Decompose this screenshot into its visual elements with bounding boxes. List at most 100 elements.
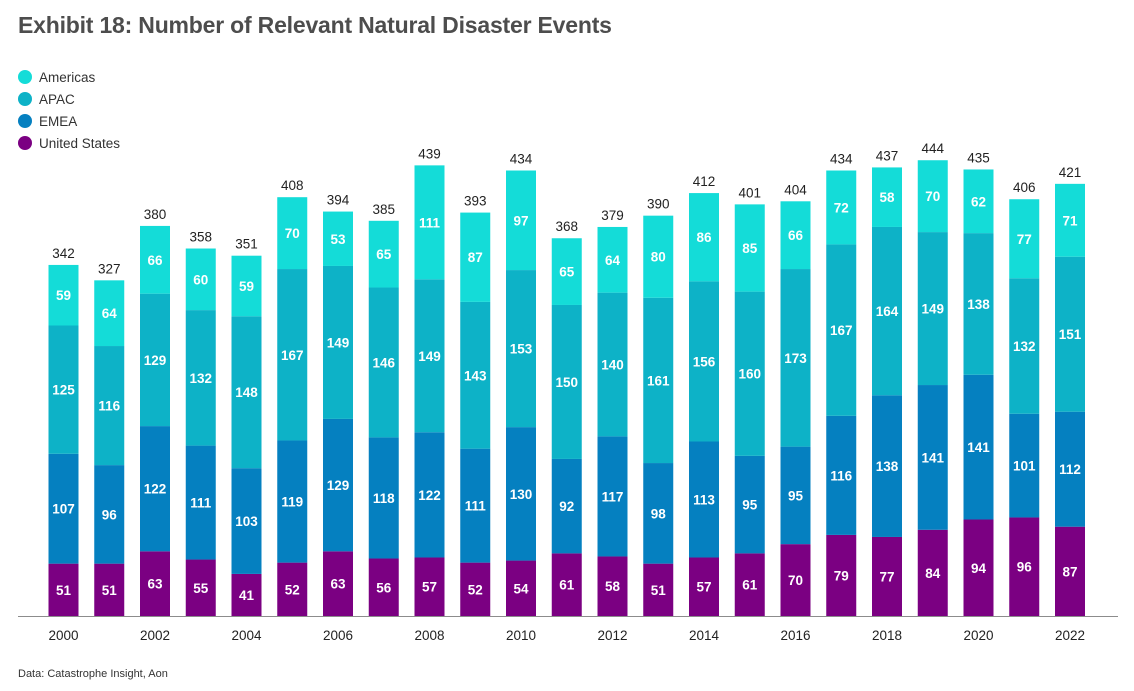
x-tick-label-2022: 2022 (1055, 628, 1085, 643)
data-label-emea-2013: 98 (651, 506, 667, 521)
data-label-americas-2014: 86 (696, 230, 712, 245)
bar-americas-2022 (1055, 183, 1085, 257)
bar-united-states-2020 (963, 519, 994, 616)
bar-united-states-2005 (277, 562, 308, 616)
bar-emea-2010 (506, 427, 536, 561)
bar-emea-2013 (643, 463, 674, 564)
data-label-united-states-2011: 61 (559, 578, 575, 593)
data-label-emea-2021: 101 (1013, 459, 1036, 474)
total-label-2013: 390 (647, 197, 670, 212)
bar-emea-2022 (1055, 411, 1085, 527)
data-label-americas-2022: 71 (1062, 213, 1078, 228)
data-label-apac-2016: 173 (784, 351, 807, 366)
bar-emea-2006 (323, 418, 353, 552)
legend-swatch-emea (18, 114, 32, 128)
bar-apac-2022 (1055, 256, 1085, 412)
data-label-emea-2004: 103 (235, 514, 258, 529)
data-label-americas-2000: 59 (56, 288, 71, 303)
bar-united-states-2009 (460, 562, 491, 616)
bar-emea-2001 (94, 465, 125, 564)
bar-united-states-2022 (1055, 526, 1085, 616)
legend-item-apac: APAC (18, 88, 120, 110)
bar-americas-2008 (414, 165, 445, 280)
data-label-emea-2006: 129 (327, 478, 350, 493)
data-label-united-states-2014: 57 (696, 580, 711, 595)
data-label-emea-2015: 95 (742, 498, 758, 513)
x-tick-label-2002: 2002 (140, 628, 170, 643)
data-label-united-states-2021: 96 (1017, 560, 1033, 575)
bar-apac-2013 (643, 297, 674, 464)
data-label-emea-2019: 141 (921, 450, 944, 465)
bar-americas-2007 (368, 220, 399, 288)
bar-emea-2008 (414, 432, 445, 558)
data-label-americas-2011: 65 (559, 265, 575, 280)
bar-americas-2000 (48, 264, 79, 326)
bar-apac-2019 (917, 232, 948, 386)
bar-americas-2019 (917, 160, 948, 233)
bar-apac-2020 (963, 233, 994, 375)
bar-emea-2007 (368, 437, 399, 559)
bar-apac-2016 (780, 269, 811, 447)
bar-apac-2017 (826, 244, 857, 416)
bar-apac-2011 (551, 304, 582, 459)
data-label-americas-2006: 53 (330, 232, 346, 247)
data-label-americas-2002: 66 (147, 253, 163, 268)
total-label-2008: 439 (418, 146, 441, 161)
bar-emea-2011 (551, 458, 582, 554)
data-label-united-states-2009: 52 (468, 582, 483, 597)
bar-emea-2019 (917, 385, 948, 530)
total-label-2001: 327 (98, 261, 121, 276)
data-label-americas-2005: 70 (285, 226, 300, 241)
total-label-2004: 351 (235, 237, 258, 252)
bar-americas-2018 (872, 167, 902, 227)
data-label-apac-2020: 138 (967, 297, 990, 312)
data-label-united-states-2018: 77 (879, 569, 894, 584)
data-label-emea-2022: 112 (1059, 462, 1081, 477)
bar-united-states-2001 (94, 563, 125, 616)
bar-americas-2006 (323, 211, 353, 266)
data-label-americas-2010: 97 (513, 213, 528, 228)
page-title: Exhibit 18: Number of Relevant Natural D… (18, 12, 612, 38)
data-label-apac-2006: 149 (327, 335, 350, 350)
total-label-2015: 401 (738, 185, 761, 200)
data-label-emea-2020: 141 (967, 440, 990, 455)
data-label-apac-2013: 161 (647, 373, 670, 388)
data-label-americas-2018: 58 (879, 190, 895, 205)
data-label-united-states-2020: 94 (971, 561, 987, 576)
data-label-united-states-2013: 51 (651, 583, 667, 598)
bar-apac-2014 (689, 281, 719, 442)
bar-united-states-2000 (48, 563, 79, 616)
bar-americas-2009 (460, 212, 491, 302)
bar-apac-2009 (460, 301, 491, 449)
bar-apac-2007 (368, 287, 399, 438)
total-label-2014: 412 (693, 174, 716, 189)
bar-americas-2015 (734, 204, 765, 292)
bar-united-states-2006 (323, 551, 353, 616)
data-label-americas-2020: 62 (971, 194, 986, 209)
data-label-apac-2010: 153 (510, 342, 533, 357)
data-label-americas-2012: 64 (605, 253, 621, 268)
data-label-united-states-2004: 41 (239, 588, 255, 603)
bar-united-states-2004 (231, 573, 262, 616)
bar-apac-2012 (597, 292, 628, 437)
bar-apac-2006 (323, 265, 353, 419)
total-label-2020: 435 (967, 150, 990, 165)
bar-united-states-2019 (917, 529, 948, 616)
source-note: Data: Catastrophe Insight, Aon (18, 668, 168, 680)
total-label-2010: 434 (510, 151, 533, 166)
total-label-2012: 379 (601, 208, 624, 223)
bar-united-states-2002 (140, 551, 170, 616)
bar-emea-2002 (140, 426, 170, 552)
legend-label-united-states: United States (39, 135, 121, 151)
bar-united-states-2007 (368, 558, 399, 616)
x-tick-label-2020: 2020 (963, 628, 993, 643)
total-label-2021: 406 (1013, 180, 1036, 195)
bar-americas-2017 (826, 170, 857, 245)
data-label-apac-2012: 140 (601, 358, 624, 373)
data-label-americas-2013: 80 (651, 250, 666, 265)
data-label-united-states-2003: 55 (193, 581, 209, 596)
data-label-united-states-2006: 63 (330, 577, 346, 592)
bar-apac-2015 (734, 291, 765, 456)
bar-emea-2017 (826, 415, 857, 535)
x-tick-label-2016: 2016 (780, 628, 810, 643)
